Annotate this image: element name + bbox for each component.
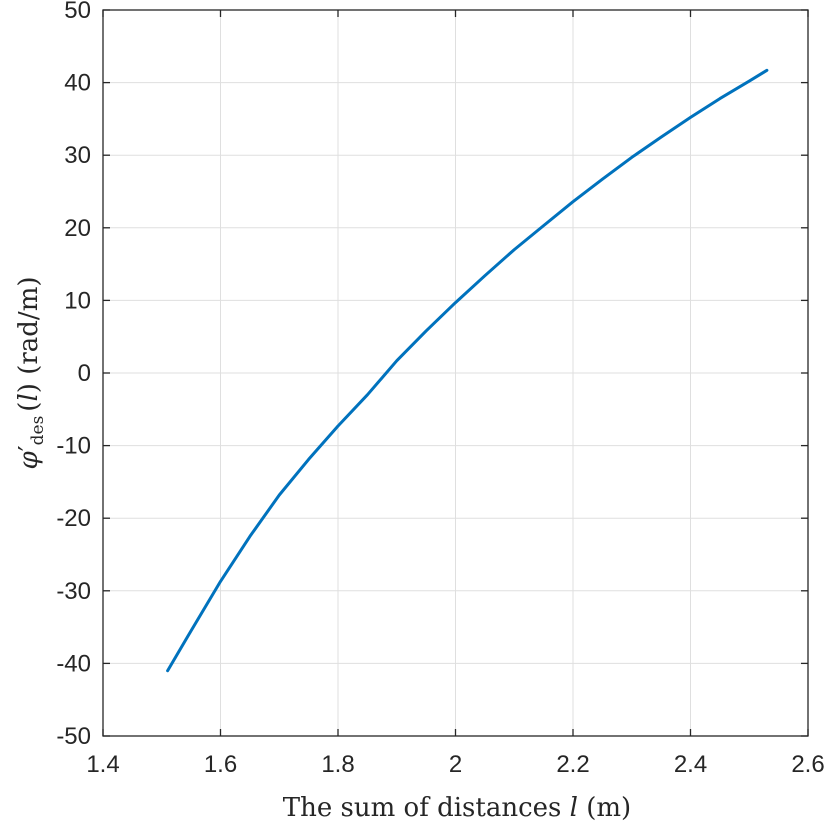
axes <box>102 9 809 737</box>
y-tick-label: 0 <box>78 360 91 387</box>
x-tick-label: 1.4 <box>86 751 119 778</box>
x-axis-label: The sum of distances l (m) <box>283 793 631 823</box>
x-tick-label: 2.4 <box>674 751 707 778</box>
y-tick-label: -50 <box>56 723 91 750</box>
y-tick-label: -20 <box>56 505 91 532</box>
x-tick-label: 2.2 <box>556 751 589 778</box>
y-axis-label: φ′des(l) (rad/m) <box>14 277 48 470</box>
x-tick-label: 2.6 <box>791 751 824 778</box>
x-tick-label: 1.8 <box>321 751 354 778</box>
y-tick-label: -40 <box>56 650 91 677</box>
grid <box>102 9 809 737</box>
y-tick-label: -30 <box>56 578 91 605</box>
y-tick-label: 20 <box>64 215 91 242</box>
x-tick-label: 1.6 <box>204 751 237 778</box>
y-tick-label: -10 <box>56 433 91 460</box>
x-tick-label: 2 <box>449 751 462 778</box>
y-tick-label: 10 <box>64 287 91 314</box>
y-tick-label: 30 <box>64 142 91 169</box>
tick-labels: 1.4 1.6 1.8 2 2.2 2.4 2.6 -50 -40 -30 -20 -10 0 10 20 3… <box>56 0 824 778</box>
y-tick-label: 40 <box>64 70 91 97</box>
series-line <box>166 68 769 673</box>
series-layer <box>166 68 769 673</box>
y-tick-label: 50 <box>64 0 91 24</box>
